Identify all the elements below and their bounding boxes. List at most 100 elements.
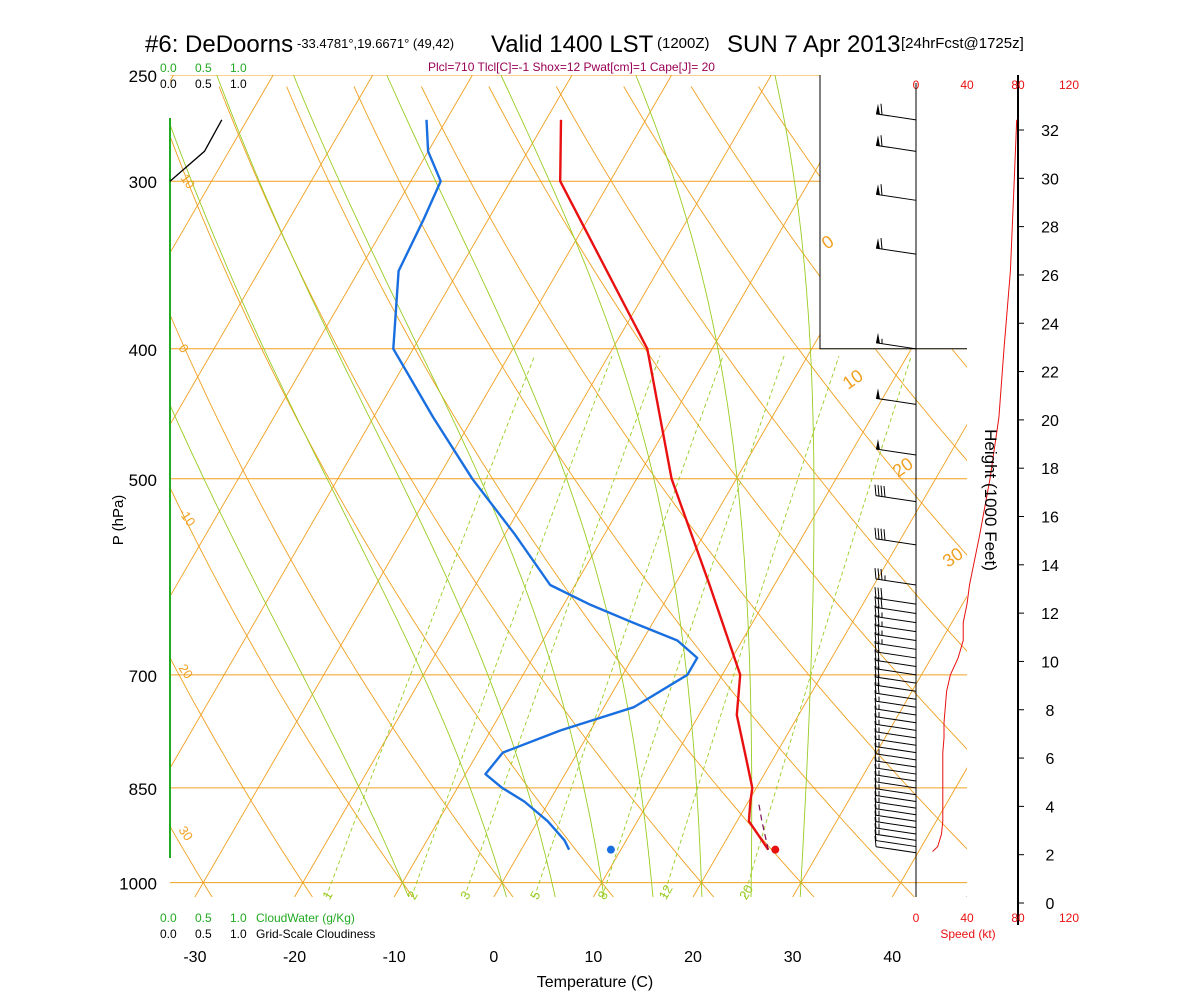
temperature-tick-label: -30 <box>183 949 206 966</box>
temperature-line <box>560 120 768 850</box>
speed-axis-title: Speed (kt) <box>940 927 995 941</box>
cloud-water-tick: 1.0 <box>230 911 247 925</box>
moist-adiabat-line <box>48 75 409 897</box>
mixing-ratio-label: 3 <box>457 888 474 902</box>
wind-barb-staff <box>876 732 916 738</box>
wind-barb-staff <box>876 724 916 730</box>
wind-barb-staff <box>876 660 916 666</box>
height-tick-label: 12 <box>1041 606 1059 623</box>
dry-adiabat-label: 20 <box>176 661 197 681</box>
cloudiness-legend: Grid-Scale Cloudiness <box>256 927 375 941</box>
cloud-water-tick: 0.0 <box>160 61 177 75</box>
cloudiness-tick: 0.5 <box>195 77 212 91</box>
station-title: #6: DeDoorns <box>145 31 293 58</box>
wind-barb-staff <box>876 701 916 707</box>
wind-barb-staff <box>876 398 916 404</box>
height-tick-label: 8 <box>1046 703 1055 720</box>
dry-adiabat-line <box>287 87 814 898</box>
dry-adiabat-label: 10 <box>178 171 199 191</box>
dry-adiabat-line <box>1096 87 1200 898</box>
height-tick-label: 6 <box>1046 751 1055 768</box>
wind-barb <box>875 674 916 691</box>
height-tick-label: 4 <box>1046 799 1055 816</box>
dry-adiabat-line <box>0 87 212 898</box>
cloud-water-tick: 0.5 <box>195 911 212 925</box>
stability-indices: Plcl=710 Tlcl[C]=-1 Shox=12 Pwat[cm]=1 C… <box>428 60 715 74</box>
speed-tick-label: 40 <box>960 911 974 925</box>
wind-barb <box>875 830 916 847</box>
pressure-tick-label: 700 <box>129 667 157 686</box>
height-tick-label: 22 <box>1041 365 1059 382</box>
wind-barb-staff <box>876 747 916 753</box>
wind-barb-flag <box>876 439 880 450</box>
wind-barb <box>875 528 916 545</box>
isotherm-line <box>394 75 871 897</box>
wind-barb-staff <box>876 841 916 847</box>
height-tick-label: 30 <box>1041 171 1059 188</box>
wind-barb <box>875 811 916 828</box>
speed-tick-label: 80 <box>1011 78 1025 92</box>
valid-time: Valid 1400 LST <box>491 31 654 58</box>
isotherm-line <box>0 75 74 897</box>
speed-tick-label: 120 <box>1059 78 1079 92</box>
dewpoint-line <box>393 120 697 850</box>
pressure-tick-label: 1000 <box>119 875 157 894</box>
wind-barb <box>875 485 916 502</box>
wind-barb <box>875 757 916 774</box>
temperature-tick-label: -20 <box>283 949 306 966</box>
surface-dewpoint-marker <box>607 846 615 854</box>
pressure-tick-label: 300 <box>129 173 157 192</box>
mixing-ratio-line <box>326 356 534 897</box>
wind-barb-staff <box>876 847 916 853</box>
height-axis-title: Height (1000 Feet) <box>981 429 1000 571</box>
wind-barb <box>875 823 916 840</box>
wind-barb <box>876 388 916 404</box>
x-axis-title: Temperature (C) <box>537 974 653 991</box>
height-tick-label: 10 <box>1041 654 1059 671</box>
wind-barb-staff <box>876 643 916 649</box>
wind-barb <box>875 836 916 853</box>
thermo-grid <box>0 75 1200 897</box>
dry-adiabat-line <box>219 87 714 898</box>
dry-adiabat-label: 0 <box>176 341 192 356</box>
wind-barb-staff <box>876 834 916 840</box>
wind-barb-staff <box>876 782 916 788</box>
dry-adiabat-line <box>1163 87 1200 898</box>
cloudiness-line <box>170 120 222 181</box>
cloud-water-tick: 0.0 <box>160 911 177 925</box>
height-tick-label: 14 <box>1041 558 1059 575</box>
dry-adiabat-line <box>152 87 614 898</box>
moist-adiabat-line <box>636 75 752 897</box>
height-tick-label: 2 <box>1046 848 1055 865</box>
height-tick-label: 32 <box>1041 123 1059 140</box>
wind-barb-full <box>878 528 879 539</box>
wind-barb-staff <box>876 828 916 834</box>
dry-adiabat-label: 30 <box>939 543 967 571</box>
cloudiness-tick: 1.0 <box>230 77 247 91</box>
moist-adiabat-line <box>501 75 702 897</box>
pressure-tick-label: 400 <box>129 341 157 360</box>
temperature-tick-label: 0 <box>489 949 498 966</box>
temperature-tick-label: -10 <box>383 949 406 966</box>
wind-barb-staff <box>876 815 916 821</box>
speed-tick-label: 120 <box>1059 911 1079 925</box>
pressure-tick-label: 250 <box>129 67 157 86</box>
wind-barb-full <box>878 485 879 496</box>
height-tick-label: 18 <box>1041 461 1059 478</box>
cloudiness-tick: 0.0 <box>160 77 177 91</box>
height-tick-label: 28 <box>1041 220 1059 237</box>
speed-tick-label: 0 <box>913 911 920 925</box>
wind-barb-full <box>884 529 885 540</box>
moist-adiabat-line <box>217 75 556 897</box>
dry-adiabat-label: 20 <box>889 453 917 481</box>
y-axis-title: P (hPa) <box>110 495 127 546</box>
wind-barb-staff <box>876 685 916 691</box>
wind-barb-full <box>875 528 876 539</box>
wind-barb-staff <box>876 677 916 683</box>
isotherm-line <box>0 75 472 897</box>
wind-barb-staff <box>876 775 916 781</box>
cloudiness-tick: 0.5 <box>195 927 212 941</box>
profiles <box>170 120 779 854</box>
height-tick-label: 20 <box>1041 413 1059 430</box>
